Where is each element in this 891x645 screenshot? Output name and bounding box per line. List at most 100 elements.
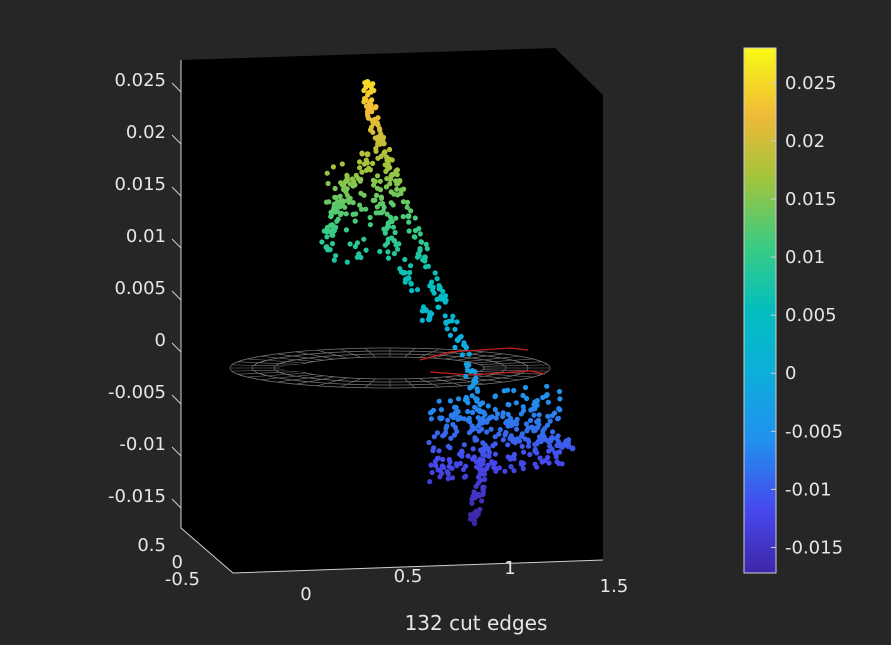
data-point [357, 202, 363, 208]
data-point [425, 263, 431, 269]
data-point [407, 263, 414, 269]
data-point [466, 351, 472, 357]
data-point [544, 422, 551, 428]
data-point [469, 500, 475, 506]
data-point [385, 255, 392, 261]
z-tick-mark [171, 82, 182, 93]
data-point [370, 120, 377, 127]
z-tick-mark [171, 394, 182, 405]
data-point [436, 398, 442, 404]
data-point [384, 211, 390, 217]
data-point [474, 386, 480, 392]
mesh-edge [295, 351, 335, 360]
data-point [373, 192, 380, 198]
data-point [472, 435, 478, 441]
scatter-points [319, 79, 576, 527]
data-point [511, 468, 517, 474]
data-point [438, 295, 445, 302]
data-point [332, 185, 338, 192]
data-point [493, 415, 499, 421]
data-point [436, 448, 442, 454]
mesh-edge [473, 358, 533, 364]
data-point [444, 423, 450, 429]
data-point [319, 239, 325, 245]
data-point [374, 173, 381, 179]
data-point [436, 304, 442, 310]
data-point [444, 326, 450, 332]
data-point [397, 177, 403, 184]
data-point [363, 103, 370, 109]
data-point [508, 433, 514, 439]
data-point [354, 240, 360, 246]
colorbar-tick-label: -0.01 [785, 479, 832, 500]
data-point [508, 419, 514, 426]
data-point [453, 461, 459, 467]
x-tick-label: 1.5 [600, 576, 629, 597]
z-tick-label: 0.025 [114, 70, 166, 91]
data-point [363, 84, 369, 90]
mesh-edge [237, 371, 301, 375]
mesh-edge [456, 353, 504, 361]
data-point [445, 443, 451, 449]
data-point [404, 199, 411, 205]
data-point [438, 407, 444, 413]
data-point [471, 489, 477, 495]
data-point [429, 279, 435, 285]
data-point [376, 140, 383, 147]
data-point [496, 431, 502, 437]
mesh-edge [317, 349, 348, 359]
data-point [552, 410, 558, 416]
data-point [550, 429, 556, 435]
data-point [382, 149, 388, 155]
data-point [477, 506, 483, 512]
data-point [389, 218, 395, 225]
data-point [455, 396, 462, 402]
data-point [569, 445, 576, 452]
data-point [387, 146, 393, 153]
data-point [400, 199, 406, 205]
data-point [388, 214, 394, 220]
data-point [367, 222, 373, 228]
data-point [435, 455, 441, 461]
data-point [368, 87, 375, 93]
data-point [445, 476, 451, 482]
x-tick-label: 0.5 [394, 566, 423, 587]
z-tick-mark [171, 134, 182, 145]
data-point [469, 423, 475, 429]
data-point [482, 476, 488, 483]
data-point [347, 241, 353, 247]
mesh-edge [418, 378, 440, 388]
data-point [406, 219, 412, 225]
mesh-edge [340, 378, 362, 388]
data-point [485, 462, 491, 468]
data-point [444, 469, 450, 475]
data-point [500, 437, 506, 443]
z-tick-mark [171, 186, 182, 197]
data-point [361, 236, 367, 242]
colorbar-tick-label: 0.025 [785, 73, 837, 94]
axes-box [180, 48, 604, 574]
data-point [405, 213, 412, 220]
data-point [350, 200, 356, 206]
mesh-edge [247, 358, 307, 364]
data-point [492, 393, 499, 399]
z-tick-mark [171, 498, 182, 509]
data-point [389, 235, 395, 241]
data-point [514, 426, 520, 432]
mesh-edge [247, 372, 307, 378]
mesh-edge [432, 377, 463, 387]
data-point [514, 416, 520, 422]
surface-mesh [229, 347, 551, 389]
data-point [434, 276, 440, 282]
data-point [417, 231, 423, 237]
colorbar-tick-label: 0.01 [785, 247, 825, 268]
data-point [357, 159, 363, 165]
x-tick-label: 0 [300, 584, 311, 605]
data-point [556, 388, 563, 395]
data-point [477, 456, 483, 462]
data-point [343, 211, 349, 217]
data-point [469, 393, 475, 399]
data-point [480, 400, 486, 406]
data-point [384, 154, 390, 160]
data-point [459, 352, 465, 358]
